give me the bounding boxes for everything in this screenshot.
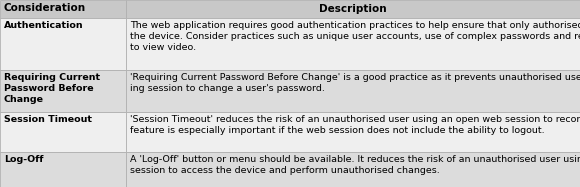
Bar <box>126 112 580 152</box>
Bar <box>126 152 580 187</box>
Text: 'Requiring Current Password Before Change' is a good practice as it prevents una: 'Requiring Current Password Before Chang… <box>130 73 580 93</box>
Text: Description: Description <box>320 4 387 14</box>
Text: The web application requires good authentication practices to help ensure that o: The web application requires good authen… <box>130 21 580 51</box>
Bar <box>126 0 580 18</box>
Bar <box>0 0 126 18</box>
Text: 'Session Timeout' reduces the risk of an unauthorised user using an open web ses: 'Session Timeout' reduces the risk of an… <box>130 115 580 135</box>
Text: A 'Log-Off' button or menu should be available. It reduces the risk of an unauth: A 'Log-Off' button or menu should be ava… <box>130 155 580 175</box>
Bar <box>0 112 126 152</box>
Bar <box>0 152 126 187</box>
Bar <box>126 70 580 112</box>
Text: Session Timeout: Session Timeout <box>4 115 92 124</box>
Bar <box>0 18 126 70</box>
Text: Requiring Current
Password Before
Change: Requiring Current Password Before Change <box>4 73 100 103</box>
Bar <box>0 70 126 112</box>
Bar <box>126 18 580 70</box>
Text: Consideration: Consideration <box>4 3 86 13</box>
Text: Log-Off: Log-Off <box>4 155 44 164</box>
Text: Authentication: Authentication <box>4 21 84 30</box>
